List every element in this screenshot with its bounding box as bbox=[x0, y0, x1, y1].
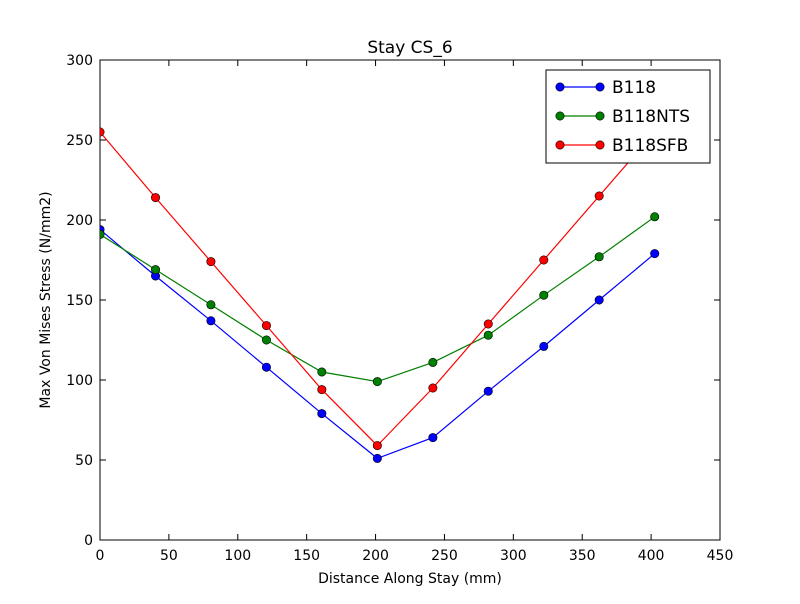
data-point bbox=[100, 127, 105, 137]
x-tick-label: 450 bbox=[707, 548, 734, 564]
data-point bbox=[594, 252, 604, 262]
series-b118nts bbox=[100, 212, 660, 387]
series-group bbox=[100, 127, 660, 463]
data-point bbox=[151, 265, 161, 275]
x-axis-title: Distance Along Stay (mm) bbox=[318, 571, 502, 587]
y-tick-label: 50 bbox=[75, 453, 93, 469]
legend-marker bbox=[595, 82, 605, 92]
series-line bbox=[100, 216, 656, 383]
legend-label: B118 bbox=[612, 78, 656, 98]
data-point bbox=[483, 319, 493, 329]
data-point bbox=[261, 321, 271, 331]
data-point bbox=[100, 229, 105, 239]
data-point bbox=[428, 357, 438, 367]
y-tick-label: 300 bbox=[66, 53, 93, 69]
data-point bbox=[372, 453, 382, 463]
data-point bbox=[206, 257, 216, 267]
y-tick-label: 150 bbox=[66, 293, 93, 309]
data-point bbox=[372, 441, 382, 451]
x-tick-label: 300 bbox=[500, 548, 527, 564]
x-tick-label: 100 bbox=[224, 548, 251, 564]
data-point bbox=[206, 300, 216, 310]
legend-label: B118NTS bbox=[612, 107, 690, 127]
legend-marker bbox=[595, 111, 605, 121]
data-point bbox=[261, 335, 271, 345]
legend: B118 B118NTS B118SFB bbox=[545, 69, 711, 164]
data-point bbox=[372, 377, 382, 387]
plot-area: 0 50 100 150 200 250 300 350 400 450 0 50 100 150 200 2… bbox=[66, 53, 733, 564]
legend-marker bbox=[555, 140, 565, 150]
series-b118 bbox=[100, 225, 660, 463]
data-point bbox=[650, 212, 660, 222]
data-point bbox=[317, 409, 327, 419]
data-point bbox=[483, 330, 493, 340]
x-tick-label: 250 bbox=[431, 548, 458, 564]
x-tick-label: 350 bbox=[569, 548, 596, 564]
x-tick-label: 0 bbox=[96, 548, 105, 564]
x-tick-label: 150 bbox=[293, 548, 320, 564]
data-point bbox=[594, 295, 604, 305]
data-point bbox=[151, 193, 161, 203]
legend-marker bbox=[595, 140, 605, 150]
data-point bbox=[206, 316, 216, 326]
y-tick-label: 100 bbox=[66, 373, 93, 389]
data-point bbox=[539, 255, 549, 265]
legend-marker bbox=[555, 82, 565, 92]
data-point bbox=[317, 367, 327, 377]
x-tick-label: 50 bbox=[160, 548, 178, 564]
series-line bbox=[100, 131, 656, 447]
data-point bbox=[483, 386, 493, 396]
series-line bbox=[100, 229, 656, 460]
x-tick-label: 400 bbox=[638, 548, 665, 564]
legend-label: B118SFB bbox=[612, 136, 688, 156]
data-point bbox=[428, 383, 438, 393]
data-point bbox=[261, 362, 271, 372]
data-point bbox=[428, 433, 438, 443]
data-point bbox=[539, 341, 549, 351]
y-tick-label: 200 bbox=[66, 213, 93, 229]
y-tick-label: 0 bbox=[84, 533, 93, 549]
data-point bbox=[539, 290, 549, 300]
y-tick-label: 250 bbox=[66, 133, 93, 149]
data-point bbox=[650, 249, 660, 259]
series-b118sfb bbox=[100, 127, 660, 451]
chart-title: Stay CS_6 bbox=[367, 38, 452, 58]
data-point bbox=[317, 385, 327, 395]
y-axis-title: Max Von Mises Stress (N/mm2) bbox=[38, 191, 54, 408]
legend-marker bbox=[555, 111, 565, 121]
data-point bbox=[594, 191, 604, 201]
x-tick-label: 200 bbox=[362, 548, 389, 564]
